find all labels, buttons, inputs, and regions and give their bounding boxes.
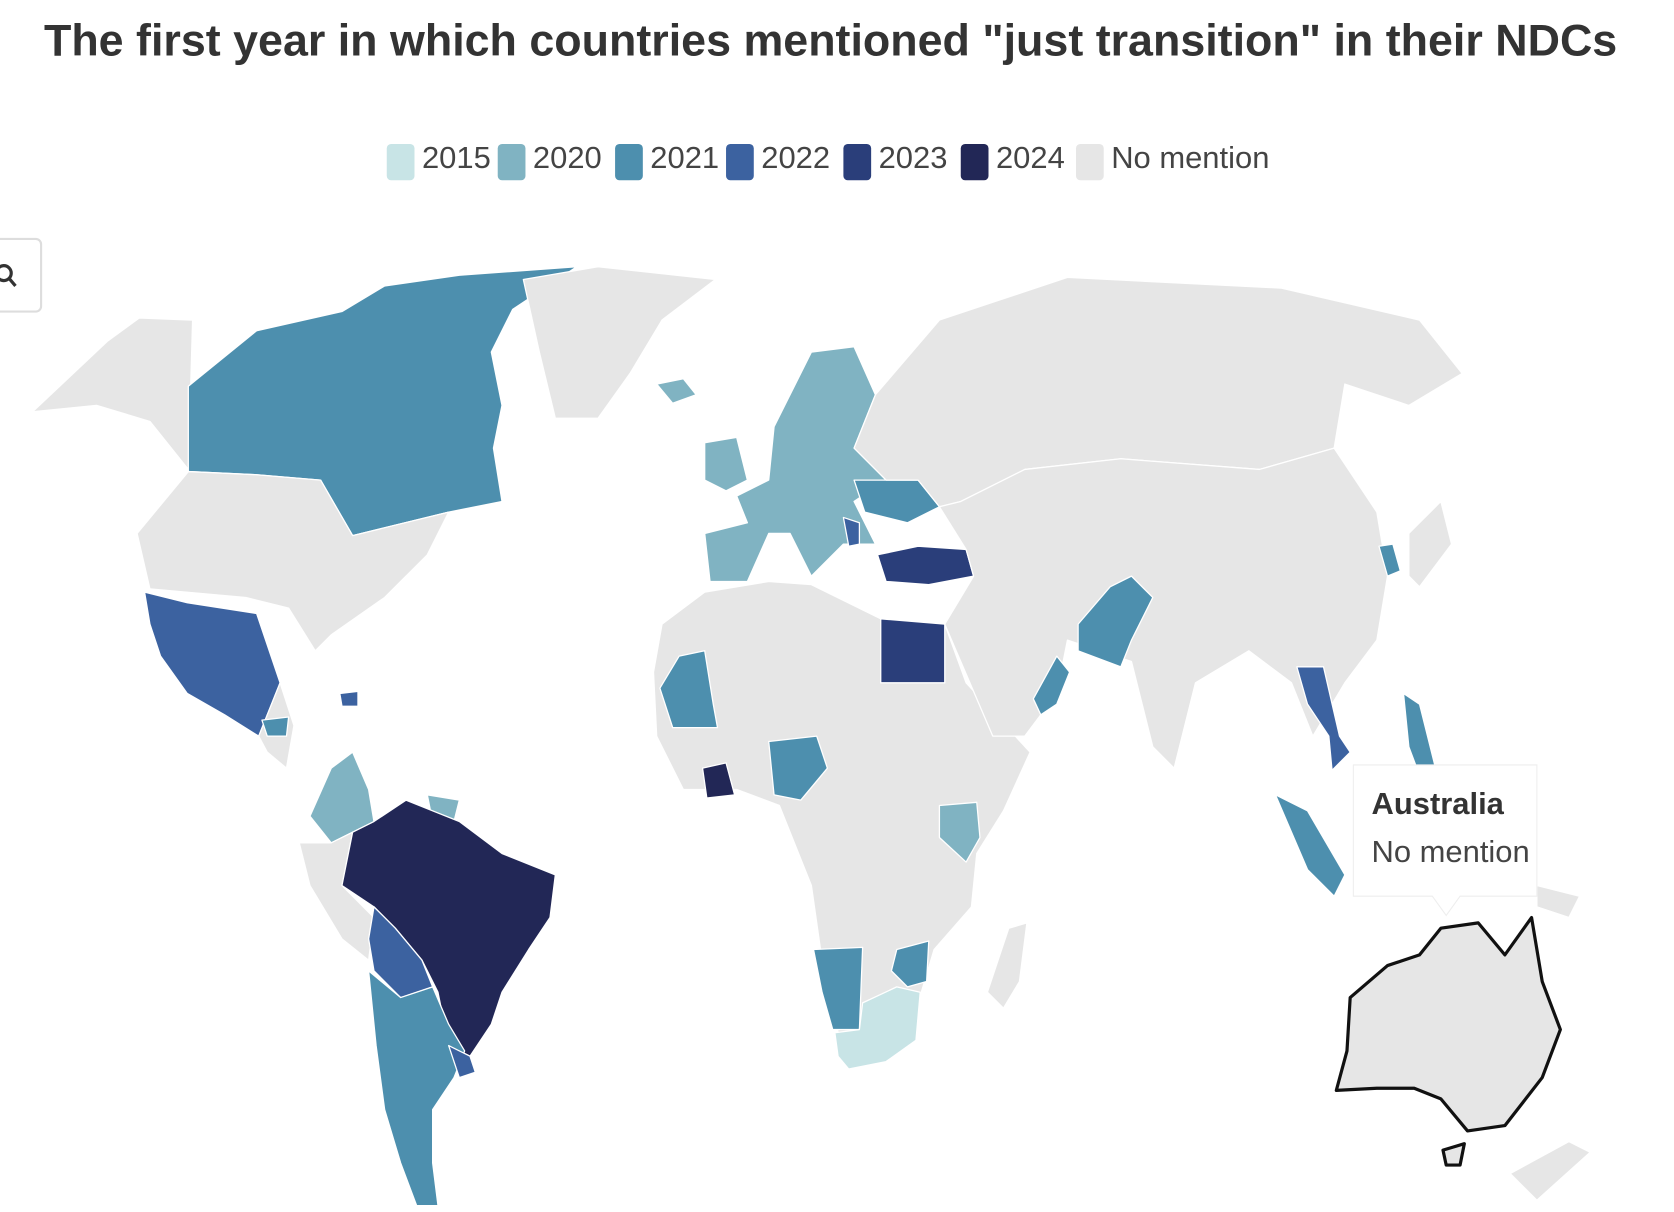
zoom-button[interactable] [0, 237, 43, 313]
country[interactable] [1274, 794, 1346, 897]
country[interactable] [768, 735, 829, 801]
legend-label: 2015 [422, 140, 491, 175]
country[interactable] [261, 716, 290, 737]
country[interactable] [834, 986, 921, 1070]
tooltip-name: Australia [1372, 786, 1505, 821]
legend-swatch [386, 144, 415, 181]
country[interactable] [367, 970, 466, 1207]
legend-swatch [960, 144, 989, 181]
legend-swatch [1075, 144, 1104, 181]
legend-label: 2021 [650, 140, 719, 175]
country[interactable] [448, 1044, 476, 1079]
country[interactable] [659, 650, 719, 729]
countries [31, 266, 1591, 1207]
country[interactable] [890, 940, 930, 988]
country[interactable] [1378, 543, 1401, 577]
country-highlighted[interactable] [1441, 1142, 1466, 1167]
search-icon-handle [7, 277, 17, 287]
country[interactable] [812, 946, 864, 1031]
country[interactable] [1296, 666, 1351, 771]
country[interactable] [1536, 884, 1581, 919]
search-icon [0, 264, 13, 283]
country[interactable] [1408, 500, 1453, 588]
legend-label: 2023 [879, 140, 948, 175]
legend-swatch [497, 144, 526, 181]
country[interactable] [522, 266, 717, 419]
country[interactable] [880, 618, 946, 684]
country[interactable] [136, 470, 450, 652]
legend-swatch [615, 144, 643, 181]
country[interactable] [143, 591, 281, 737]
country[interactable] [701, 762, 736, 799]
legend-label: 2022 [761, 140, 830, 175]
country-highlighted[interactable] [1334, 915, 1562, 1133]
country[interactable] [704, 436, 749, 492]
country[interactable] [339, 690, 359, 707]
country[interactable] [986, 922, 1028, 1009]
country[interactable] [1077, 575, 1154, 668]
country[interactable] [842, 516, 861, 547]
legend-label: No mention [1111, 140, 1269, 175]
tooltip: Australia No mention [1352, 764, 1538, 917]
legend: 2015 2020 2021 2022 2023 2024 No mention [386, 140, 1269, 181]
country[interactable] [1509, 1140, 1591, 1201]
legend-swatch [843, 144, 872, 181]
legend-label: 2024 [996, 140, 1065, 175]
country[interactable] [876, 545, 975, 586]
tooltip-box [1352, 764, 1538, 917]
legend-label: 2020 [533, 140, 602, 175]
country[interactable] [1032, 655, 1071, 716]
tooltip-status: No mention [1372, 834, 1530, 869]
country[interactable] [938, 801, 981, 863]
legend-swatch [726, 144, 754, 181]
country[interactable] [656, 378, 697, 404]
country[interactable] [31, 317, 194, 471]
map-title: The first year in which countries mentio… [44, 15, 1617, 65]
zoom-button-box[interactable] [0, 237, 43, 313]
